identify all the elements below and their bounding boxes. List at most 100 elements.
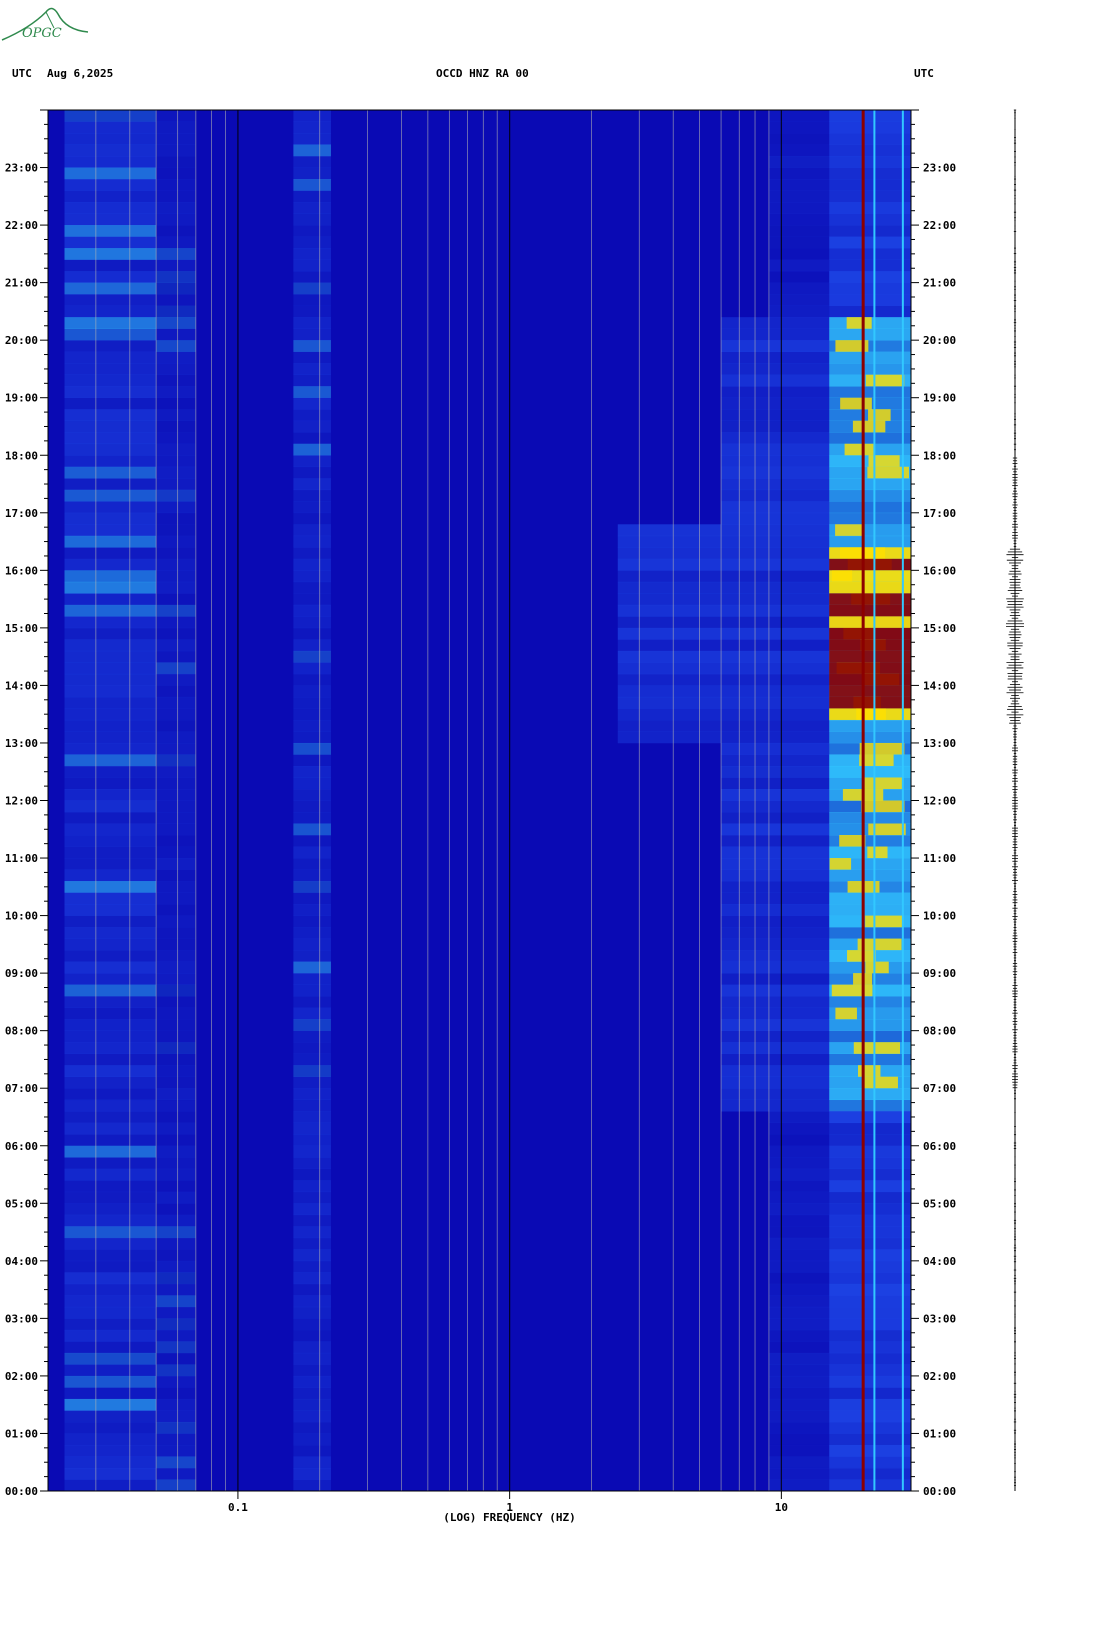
heat-cell — [829, 1398, 911, 1411]
heat-cell — [156, 133, 196, 145]
heat-cell — [293, 777, 331, 790]
heat-cell — [721, 984, 830, 997]
heat-cell — [156, 1226, 196, 1239]
heat-cell — [64, 558, 157, 571]
heat-cell — [721, 754, 830, 767]
heat-cell — [156, 547, 196, 560]
heat-cell — [64, 1318, 157, 1331]
heat-cell — [859, 754, 894, 767]
heat-cell — [293, 961, 331, 974]
heat-cell — [156, 788, 196, 801]
heat-cell — [829, 765, 911, 778]
heat-cell — [617, 616, 830, 629]
heat-cell — [831, 984, 873, 997]
heat-cell — [768, 1467, 830, 1480]
heat-cell — [768, 1237, 830, 1250]
heat-cell — [293, 1444, 331, 1457]
heat-cell — [617, 524, 830, 537]
heat-cell — [768, 202, 830, 214]
heat-cell — [293, 639, 331, 652]
heat-cell — [64, 1329, 157, 1342]
heat-cell — [64, 1019, 157, 1031]
heat-cell — [721, 409, 830, 422]
heat-cell — [768, 1145, 830, 1158]
heat-cell — [829, 558, 911, 571]
heat-cell — [721, 1042, 830, 1054]
heat-cell — [293, 340, 331, 352]
heat-cell — [829, 328, 911, 341]
heat-cell — [868, 823, 906, 836]
heat-cell — [829, 1456, 911, 1469]
y-tick-label-right: 12:00 — [923, 795, 956, 808]
heat-cell — [293, 1260, 331, 1273]
y-tick-label-right: 05:00 — [923, 1197, 956, 1210]
persistent-lines — [861, 110, 904, 1491]
heat-cell — [64, 225, 157, 237]
heat-cell — [293, 1019, 331, 1031]
heat-cell — [829, 1237, 911, 1250]
heat-cell — [829, 1157, 911, 1170]
heat-cell — [64, 1467, 157, 1480]
heat-cell — [768, 1329, 830, 1342]
heat-cell — [865, 915, 904, 928]
heat-cell — [156, 432, 196, 445]
heat-cell — [293, 121, 331, 134]
heat-cell — [64, 455, 157, 468]
heat-cell — [768, 1226, 830, 1239]
heat-cell — [293, 363, 331, 375]
heat-cell — [156, 225, 196, 237]
heat-cell — [156, 673, 196, 686]
heat-cell — [293, 1076, 331, 1089]
heat-cell — [64, 1111, 157, 1124]
heat-cell — [721, 420, 830, 433]
heat-cell — [829, 547, 911, 560]
heat-cell — [156, 1214, 196, 1227]
heat-cell — [829, 386, 911, 399]
heat-cell — [840, 397, 872, 410]
heat-cell — [829, 1214, 911, 1227]
heat-cell — [768, 1168, 830, 1181]
y-tick-label-left: 05:00 — [5, 1197, 38, 1210]
heat-cell — [721, 1019, 830, 1031]
heat-cell — [156, 121, 196, 134]
y-tick-label-right: 01:00 — [923, 1427, 956, 1440]
heat-cell — [64, 1306, 157, 1319]
heat-cell — [156, 938, 196, 951]
heat-cell — [293, 984, 331, 997]
heat-cell — [64, 547, 157, 560]
heat-cell — [156, 1122, 196, 1135]
heat-cell — [293, 1318, 331, 1331]
heat-cell — [156, 466, 196, 479]
x-tick-label: 1 — [506, 1501, 513, 1514]
heat-cell — [156, 1318, 196, 1331]
heat-cell — [156, 443, 196, 456]
heat-cell — [64, 121, 157, 134]
heat-cell — [156, 765, 196, 778]
heat-cell — [64, 685, 157, 698]
heat-cell — [156, 823, 196, 836]
heat-cell — [829, 1387, 911, 1400]
heat-cell — [721, 478, 830, 491]
heat-cell — [293, 1042, 331, 1054]
heat-cell — [293, 259, 331, 272]
heat-cell — [293, 1099, 331, 1112]
heat-cell — [293, 478, 331, 491]
heat-cell — [829, 1433, 911, 1446]
y-tick-label-left: 03:00 — [5, 1312, 38, 1325]
heat-cell — [768, 1157, 830, 1170]
heat-cell — [64, 1341, 157, 1354]
heat-cell — [293, 719, 331, 732]
heat-cell — [617, 673, 830, 686]
heat-cell — [64, 1145, 157, 1158]
y-tick-label-left: 17:00 — [5, 507, 38, 520]
heat-cell — [156, 1237, 196, 1250]
heat-cell — [835, 340, 869, 352]
heat-cell — [156, 1479, 196, 1492]
heat-cell — [829, 144, 911, 157]
heat-cell — [617, 685, 830, 698]
heat-cell — [156, 927, 196, 939]
heat-cell — [721, 938, 830, 951]
heat-cell — [829, 696, 911, 709]
heat-cell — [829, 294, 911, 306]
heat-cell — [293, 662, 331, 675]
